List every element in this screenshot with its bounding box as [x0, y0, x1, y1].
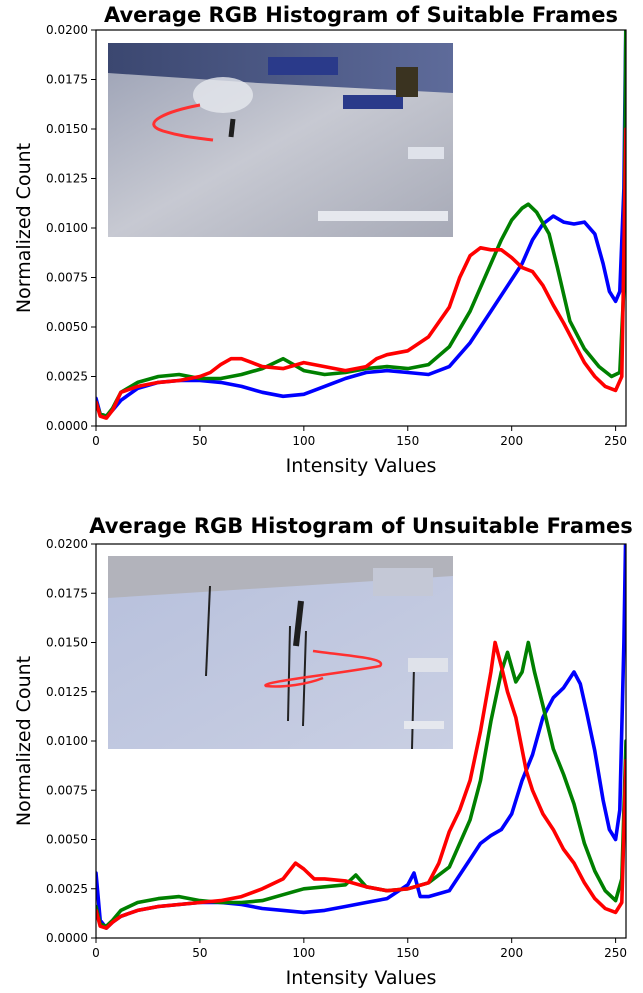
series-line — [96, 30, 626, 418]
x-tick-label: 150 — [396, 946, 419, 960]
photo-trajectory — [152, 103, 214, 142]
y-tick-label: 0.0050 — [46, 320, 88, 334]
photo-gate — [411, 665, 415, 750]
photo-skier — [293, 600, 304, 647]
x-tick-label: 250 — [604, 434, 627, 448]
series-group — [96, 544, 626, 930]
photo-overlay — [404, 721, 444, 729]
y-tick-label: 0.0025 — [46, 370, 88, 384]
plot-frame — [95, 543, 627, 939]
y-tick-label: 0.0100 — [46, 221, 88, 235]
photo-overlay — [408, 658, 448, 672]
chart-title: Average RGB Histogram of Unsuitable Fram… — [89, 514, 632, 538]
x-tick-label: 200 — [500, 946, 523, 960]
x-tick-label: 100 — [292, 434, 315, 448]
series-line — [96, 127, 626, 420]
x-tick-label: 150 — [396, 434, 419, 448]
y-tick-label: 0.0100 — [46, 734, 88, 748]
photo-skier — [228, 118, 236, 138]
chart-title: Average RGB Histogram of Suitable Frames — [104, 3, 618, 27]
y-tick-label: 0.0075 — [46, 271, 88, 285]
photo-camera — [396, 67, 418, 97]
y-tick-label: 0.0175 — [46, 586, 88, 600]
x-tick-label: 250 — [604, 946, 627, 960]
y-tick-label: 0.0200 — [46, 537, 88, 551]
series-line — [96, 640, 626, 930]
photo-spray — [193, 77, 253, 113]
y-tick-label: 0.0200 — [46, 23, 88, 37]
x-axis-label: Intensity Values — [286, 967, 437, 989]
y-tick-label: 0.0000 — [46, 931, 88, 945]
photo-gate — [287, 625, 291, 722]
photo-sky — [108, 556, 453, 598]
histogram-panel-suitable: Average RGB Histogram of Suitable Frames… — [13, 3, 627, 477]
photo-overlay — [408, 147, 444, 159]
y-axis-label: Normalized Count — [13, 656, 35, 826]
photo-overlay — [373, 568, 433, 596]
y-tick-label: 0.0075 — [46, 783, 88, 797]
y-tick-label: 0.0125 — [46, 172, 88, 186]
histogram-panel-unsuitable: Average RGB Histogram of Unsuitable Fram… — [13, 514, 633, 989]
x-axis-label: Intensity Values — [286, 455, 437, 477]
ski-racer-photo — [108, 556, 453, 750]
plot-frame — [95, 29, 627, 427]
y-axis-label: Normalized Count — [13, 143, 35, 313]
photo-trajectory — [264, 649, 383, 688]
series-group — [96, 30, 626, 420]
photo-banner — [343, 95, 403, 109]
x-tick-label: 0 — [92, 434, 100, 448]
y-tick-label: 0.0000 — [46, 419, 88, 433]
x-tick-label: 0 — [92, 946, 100, 960]
photo-overlay — [318, 211, 448, 221]
y-tick-label: 0.0150 — [46, 122, 88, 136]
x-tick-label: 100 — [292, 946, 315, 960]
y-tick-label: 0.0150 — [46, 636, 88, 650]
x-tick-label: 50 — [192, 434, 207, 448]
photo-banner — [268, 57, 338, 75]
photo-gate — [205, 585, 211, 677]
ski-racer-photo — [108, 43, 453, 237]
y-tick-label: 0.0050 — [46, 833, 88, 847]
y-tick-label: 0.0125 — [46, 685, 88, 699]
y-tick-label: 0.0175 — [46, 73, 88, 87]
y-tick-label: 0.0025 — [46, 882, 88, 896]
x-tick-label: 50 — [192, 946, 207, 960]
x-tick-label: 200 — [500, 434, 523, 448]
